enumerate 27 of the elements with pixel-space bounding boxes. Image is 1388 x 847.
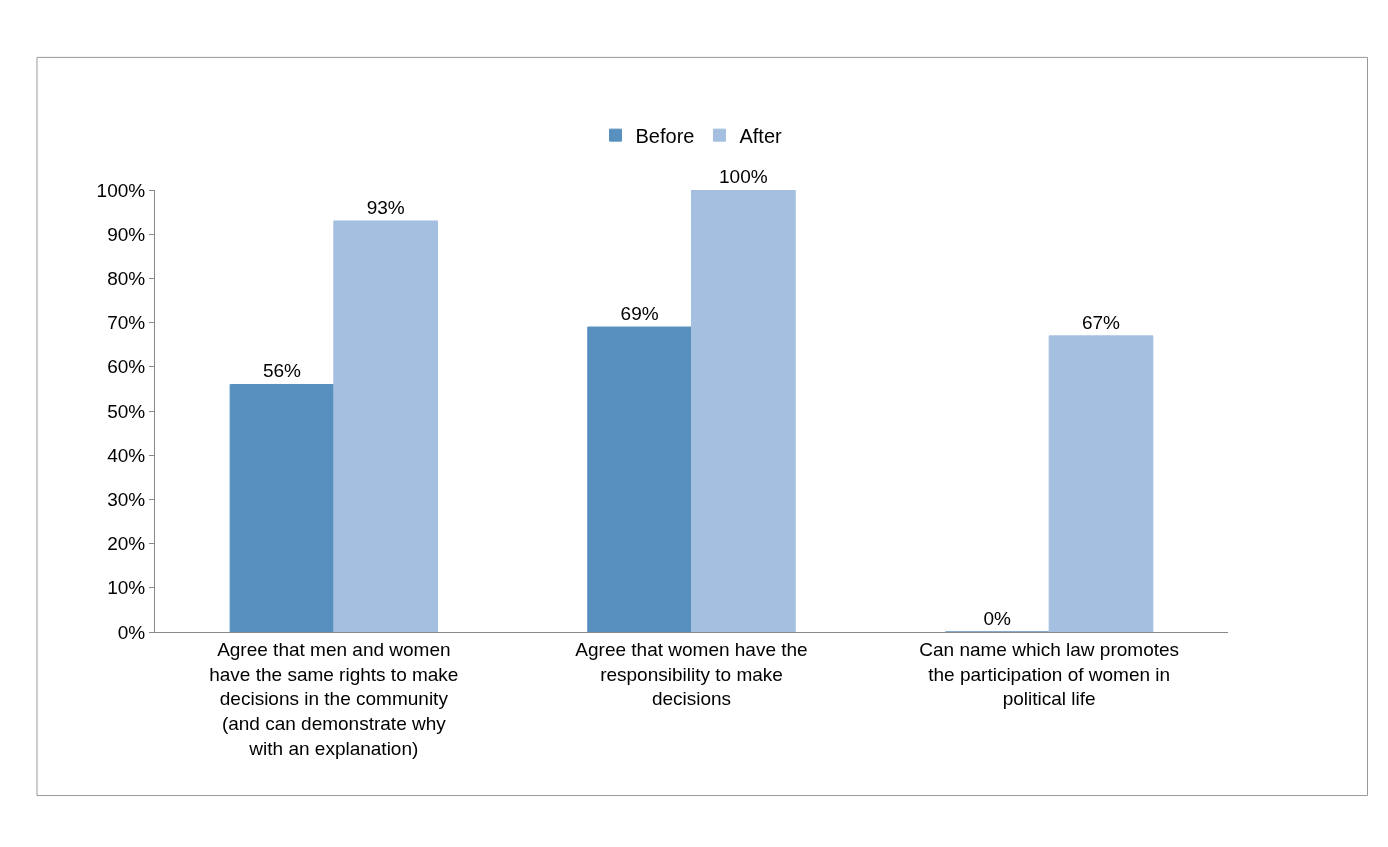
y-tick-label: 20% <box>107 533 146 555</box>
y-tick-label: 40% <box>107 444 146 466</box>
bar <box>587 326 692 632</box>
data-label: 67% <box>1081 311 1121 333</box>
y-tick-label: 30% <box>107 489 146 511</box>
y-tick-label: 50% <box>107 400 146 422</box>
y-tick-label: 90% <box>107 223 146 245</box>
legend-label: After <box>739 124 783 147</box>
bar <box>333 220 439 632</box>
legend-label: Before <box>635 124 695 147</box>
y-tick-label: 0% <box>117 621 146 643</box>
y-tick-label: 60% <box>107 356 146 378</box>
data-label: 69% <box>620 303 659 325</box>
y-tick-label: 100% <box>96 179 146 201</box>
data-label: 56% <box>262 360 302 382</box>
y-tick-label: 80% <box>107 268 146 290</box>
bar <box>229 383 335 632</box>
x-tick-label: Can name which law promotes the participation of women in political life <box>919 638 1180 710</box>
data-label: 100% <box>719 166 768 187</box>
x-tick-label: Agree that women have the responsibility to make decisions <box>575 638 808 710</box>
bar <box>1048 335 1154 632</box>
bar <box>691 190 796 632</box>
data-label: 0% <box>983 608 1012 629</box>
y-tick-label: 10% <box>107 577 146 599</box>
x-tick-label: Agree that men and women have the same rights to make decisions in the community (and can demonstrate why with an explanation) <box>209 638 459 759</box>
y-tick-label: 70% <box>107 312 146 334</box>
data-label: 93% <box>366 196 405 218</box>
